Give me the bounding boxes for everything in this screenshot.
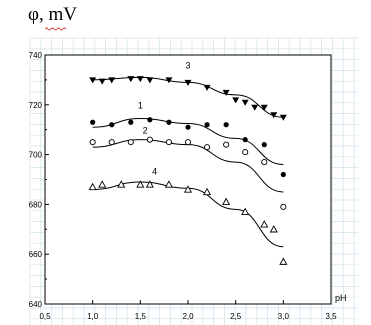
point-series-2: [184, 139, 192, 146]
point-series-3: [165, 77, 173, 84]
point-series-4: [241, 207, 250, 216]
plot-background: [45, 55, 331, 304]
point-series-1: [242, 137, 248, 143]
point-series-3: [270, 112, 278, 119]
point-series-1: [185, 124, 191, 130]
y-tick-label: 640: [29, 300, 43, 309]
grid: [29, 37, 358, 325]
spellcheck-underline: [45, 27, 67, 31]
point-series-4: [136, 180, 145, 188]
point-series-3: [260, 104, 268, 111]
x-tick-label: 3,0: [278, 312, 290, 321]
point-series-4: [88, 182, 97, 191]
point-series-4: [279, 257, 288, 265]
x-tick-label: 1,5: [135, 312, 147, 321]
point-series-3: [222, 89, 230, 96]
point-series-2: [223, 141, 230, 148]
point-series-4: [269, 225, 278, 233]
point-series-2: [108, 139, 115, 146]
y-tick-label: 740: [29, 51, 43, 60]
point-series-4: [145, 180, 154, 188]
point-series-4: [98, 180, 107, 188]
point-series-1: [109, 122, 115, 128]
curve-label-4: 4: [152, 167, 157, 177]
point-series-3: [232, 97, 240, 104]
point-series-3: [98, 78, 106, 85]
y-tick-label: 680: [29, 200, 43, 209]
point-series-1: [223, 122, 229, 128]
x-tick-label: 0,5: [39, 312, 51, 321]
point-series-2: [204, 144, 211, 151]
point-series-1: [147, 117, 153, 123]
y-axis-label: φ, mV: [28, 4, 77, 25]
title-row: φ, mV: [0, 0, 371, 36]
point-series-4: [222, 197, 231, 206]
point-series-1: [90, 119, 96, 125]
x-tick-label: 1,0: [87, 312, 99, 321]
point-series-3: [146, 77, 154, 84]
y-tick-label: 700: [29, 151, 43, 160]
curve-series-4: [92, 181, 284, 248]
point-series-4: [260, 220, 269, 228]
point-series-4: [164, 180, 173, 188]
point-series-2: [242, 149, 249, 156]
point-series-3: [241, 99, 249, 106]
point-series-1: [280, 171, 286, 178]
point-series-3: [127, 76, 135, 83]
x-tick-label: 2,0: [182, 312, 194, 321]
point-series-2: [165, 139, 172, 146]
point-series-1: [261, 142, 267, 148]
curve-label-3: 3: [185, 61, 190, 71]
point-series-3: [108, 77, 116, 84]
point-series-2: [261, 159, 268, 166]
point-series-3: [184, 79, 192, 86]
point-series-4: [203, 187, 212, 196]
point-series-2: [280, 203, 287, 210]
y-tick-label: 660: [29, 250, 43, 259]
ticks: 0,5 1,0 1,5 2,0 2,5 3,0 3,5 640 660 680 700 720 740: [29, 51, 337, 321]
curve-series-1: [92, 117, 284, 166]
x-tick-label: 2,5: [230, 312, 242, 321]
data-points: [88, 76, 288, 265]
point-series-1: [166, 119, 172, 125]
point-series-3: [136, 76, 144, 83]
point-series-1: [128, 119, 134, 125]
point-series-2: [89, 139, 96, 146]
x-tick-label: 3,5: [325, 312, 337, 321]
point-series-1: [204, 122, 210, 128]
x-axis-label: pH: [335, 293, 347, 303]
point-series-4: [183, 185, 193, 193]
point-series-2: [127, 139, 134, 146]
point-series-2: [146, 136, 153, 143]
point-series-4: [117, 180, 126, 188]
point-series-3: [251, 104, 259, 111]
point-series-3: [279, 114, 287, 121]
curve-label-2: 2: [143, 125, 148, 135]
curve-label-1: 1: [138, 101, 143, 111]
y-tick-label: 720: [29, 101, 43, 110]
point-series-3: [203, 84, 211, 91]
point-series-3: [89, 77, 97, 84]
